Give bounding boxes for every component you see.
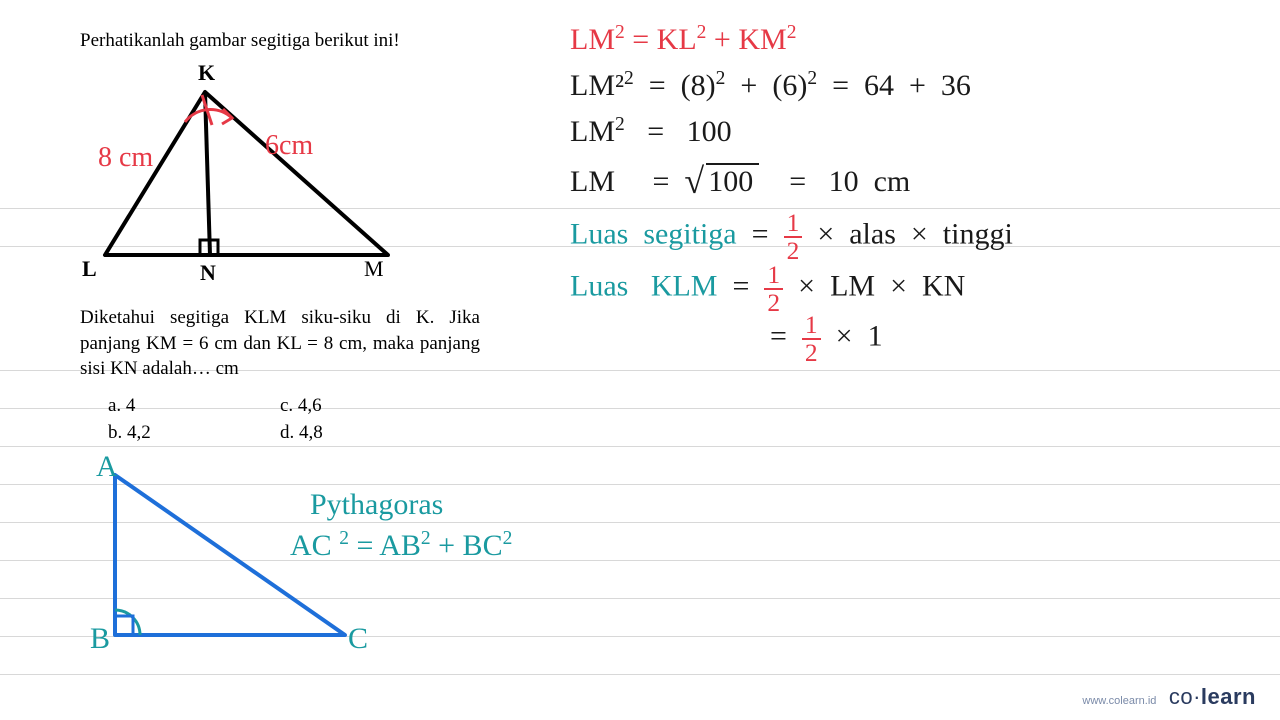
vertex-a-label: A bbox=[96, 450, 118, 484]
watermark-url: www.colearn.id bbox=[1082, 695, 1156, 707]
pythagoras-title: Pythagoras bbox=[310, 488, 443, 522]
work-line3: LM2 = 100 bbox=[570, 114, 732, 149]
pythagoras-eq: AC 2 = AB2 + BC2 bbox=[290, 528, 512, 563]
brand-logo: co·learn bbox=[1169, 684, 1256, 709]
work-line7: = 12 × 1 bbox=[770, 312, 883, 365]
vertex-c-label: C bbox=[348, 622, 368, 656]
vertex-b-label: B bbox=[90, 622, 110, 656]
triangle-abc-diagram bbox=[0, 0, 400, 720]
work-line2: LM²2 = (8)2 + (6)2 = 64 + 36 bbox=[570, 68, 971, 103]
work-line6: Luas KLM = 12 × LM × KN bbox=[570, 262, 965, 315]
watermark: www.colearn.id co·learn bbox=[1082, 684, 1256, 710]
work-line1: LM2 = KL2 + KM2 bbox=[570, 22, 796, 57]
work-line5: Luas segitiga = 12 × alas × tinggi bbox=[570, 210, 1013, 263]
work-line4: LM = √100 = 10 cm bbox=[570, 160, 910, 202]
